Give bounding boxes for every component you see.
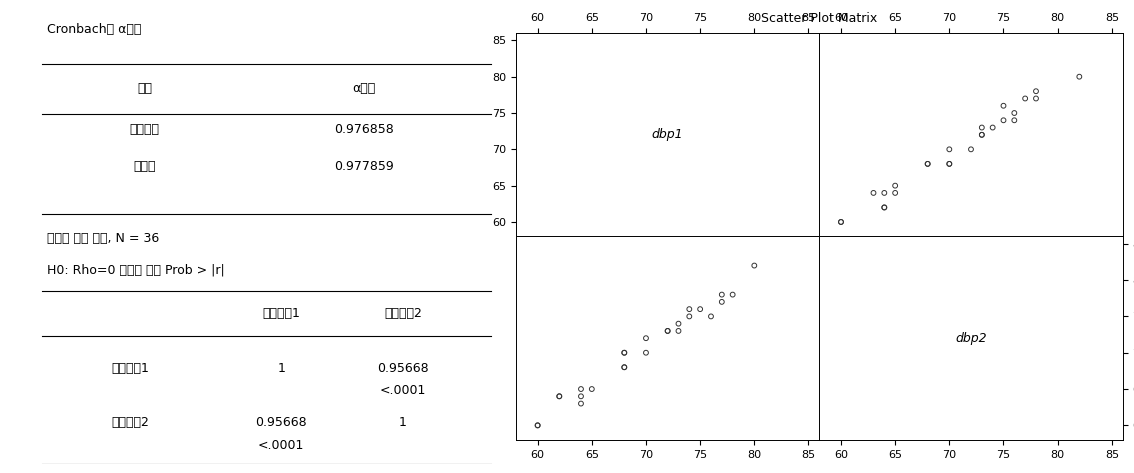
Point	[886, 182, 904, 189]
Point	[616, 363, 634, 371]
Point	[723, 291, 742, 298]
Point	[973, 131, 991, 139]
Point	[572, 400, 590, 407]
Point	[669, 320, 687, 327]
Point	[919, 160, 937, 167]
Point	[745, 262, 763, 269]
Point	[528, 421, 547, 429]
Point	[637, 349, 655, 357]
Text: 수축기뉸1: 수축기뉸1	[111, 362, 149, 375]
Point	[550, 393, 568, 400]
Text: 변수: 변수	[137, 82, 152, 96]
Text: 원데이터: 원데이터	[129, 123, 160, 136]
Point	[995, 102, 1013, 110]
Text: 0.977859: 0.977859	[335, 159, 393, 173]
Point	[550, 393, 568, 400]
Point	[583, 385, 601, 393]
Text: 수축기뉸1: 수축기뉸1	[262, 307, 301, 320]
Text: 피어슨 상관 계수, N = 36: 피어슨 상관 계수, N = 36	[46, 232, 159, 245]
Point	[864, 189, 882, 197]
Point	[1027, 88, 1046, 95]
Text: 0.95668: 0.95668	[255, 416, 307, 429]
Text: dbp2: dbp2	[955, 332, 987, 345]
Text: <.0001: <.0001	[380, 385, 426, 397]
Point	[940, 146, 958, 153]
Point	[1005, 109, 1023, 117]
Text: 1: 1	[399, 416, 407, 429]
Point	[1005, 116, 1023, 124]
Text: dbp1: dbp1	[652, 128, 684, 141]
Text: 수축기뉸2: 수축기뉸2	[111, 416, 149, 429]
Text: Scatter Plot Matrix: Scatter Plot Matrix	[761, 12, 878, 25]
Text: α계수: α계수	[353, 82, 375, 96]
Point	[680, 313, 699, 320]
Point	[669, 327, 687, 335]
Point	[1016, 95, 1034, 102]
Point	[616, 349, 634, 357]
Point	[713, 298, 731, 306]
Point	[995, 116, 1013, 124]
Text: 수축기뉸2: 수축기뉸2	[384, 307, 422, 320]
Point	[983, 124, 1001, 131]
Point	[572, 385, 590, 393]
Text: <.0001: <.0001	[257, 439, 304, 452]
Point	[1027, 95, 1046, 102]
Point	[659, 327, 677, 335]
Text: 0.976858: 0.976858	[335, 123, 393, 136]
Point	[659, 327, 677, 335]
Point	[962, 146, 980, 153]
Point	[886, 189, 904, 197]
Text: H0: Rho=0 검정에 대한 Prob > |r|: H0: Rho=0 검정에 대한 Prob > |r|	[46, 264, 225, 277]
Point	[528, 421, 547, 429]
Point	[919, 160, 937, 167]
Point	[875, 204, 894, 211]
Text: 표준화: 표준화	[134, 159, 155, 173]
Point	[616, 363, 634, 371]
Point	[973, 124, 991, 131]
Point	[616, 349, 634, 357]
Point	[1070, 73, 1089, 80]
Point	[713, 291, 731, 298]
Text: 0.95668: 0.95668	[378, 362, 429, 375]
Point	[940, 160, 958, 167]
Point	[691, 306, 709, 313]
Point	[702, 313, 720, 320]
Text: Cronbach의 α계수: Cronbach의 α계수	[46, 23, 142, 36]
Point	[875, 189, 894, 197]
Point	[832, 218, 850, 226]
Point	[973, 131, 991, 139]
Point	[832, 218, 850, 226]
Point	[875, 204, 894, 211]
Point	[680, 306, 699, 313]
Point	[940, 160, 958, 167]
Text: 1: 1	[277, 362, 285, 375]
Point	[572, 393, 590, 400]
Point	[637, 334, 655, 342]
